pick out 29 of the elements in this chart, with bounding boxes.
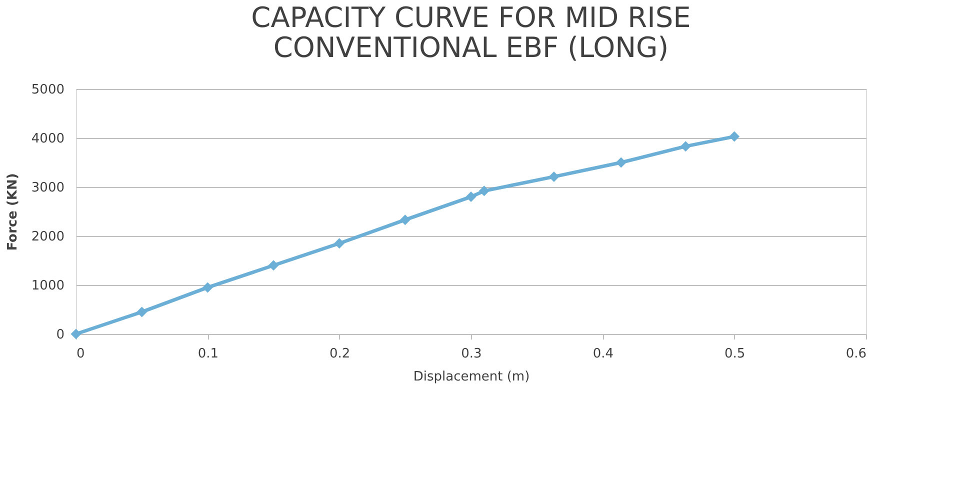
point xyxy=(466,192,476,202)
x-tick-label: 0.6 xyxy=(846,346,866,362)
point xyxy=(478,186,490,196)
y-tick-label: 3000 xyxy=(31,180,64,196)
x-tick-label: 0 xyxy=(76,346,85,362)
point xyxy=(70,328,82,340)
y-tick-label: 1000 xyxy=(31,278,64,294)
point xyxy=(202,282,213,293)
text: CAPACITY CURVE FOR MID RISE xyxy=(251,1,691,34)
text: CONVENTIONAL EBF (LONG) xyxy=(273,31,669,64)
y-tick-label: 2000 xyxy=(31,230,64,244)
point xyxy=(729,131,740,142)
y-tick-label: 5000 xyxy=(31,82,64,98)
point xyxy=(334,238,345,249)
point xyxy=(680,141,691,152)
point xyxy=(548,171,560,182)
y-tick-label: 0 xyxy=(56,328,64,342)
x-tick-label: 0.3 xyxy=(461,346,482,362)
point xyxy=(400,214,410,226)
y-axis-title: Force (KN) xyxy=(5,173,20,251)
y-tick-label: 4000 xyxy=(31,132,64,146)
x-axis-title: Displacement (m) xyxy=(413,370,530,384)
x-tick-label: 0.5 xyxy=(724,346,746,362)
x-tick-label: 0.2 xyxy=(329,346,350,362)
point xyxy=(616,157,626,168)
point xyxy=(136,306,148,318)
x-tick-label: 0.1 xyxy=(198,346,219,362)
point xyxy=(268,260,279,271)
x-tick-label: 0.4 xyxy=(592,346,614,362)
